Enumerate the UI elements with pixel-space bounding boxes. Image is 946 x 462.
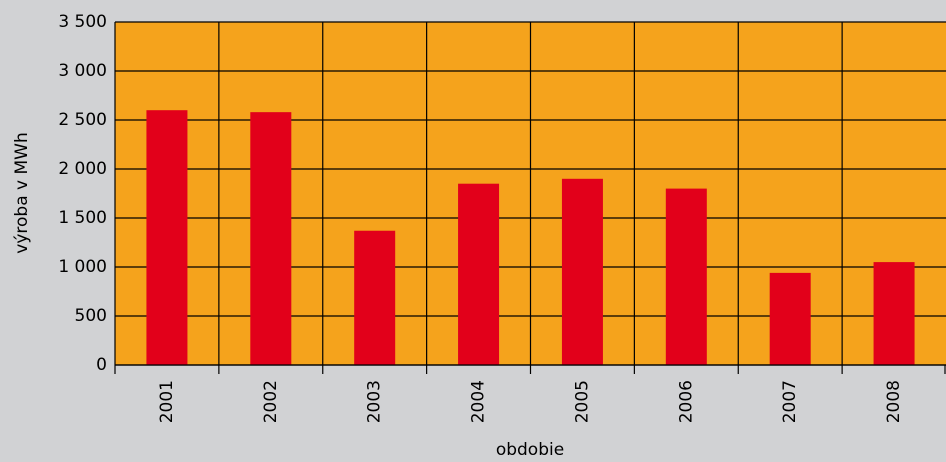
y-tick-label: 2 000 [58,159,107,179]
y-tick-label: 2 500 [58,110,107,130]
bar [873,262,915,365]
bar [769,272,811,365]
y-axis-title: výroba v MWh [12,132,32,253]
bar [250,112,292,365]
bar [146,110,188,365]
y-tick-label: 1 500 [58,208,107,228]
x-tick-label: 2007 [780,380,800,423]
x-tick-label: 2006 [676,380,696,423]
y-tick-label: 3 500 [58,12,107,32]
bar [561,178,603,365]
y-tick-label: 1 000 [58,257,107,277]
x-tick-label: 2003 [365,380,385,423]
bar [665,188,707,365]
x-axis-title: obdobie [496,440,564,460]
x-tick-label: 2001 [157,380,177,423]
x-tick-label: 2005 [572,380,592,423]
bar [458,183,500,365]
y-tick-label: 500 [75,306,107,326]
bar [354,230,396,365]
y-tick-label: 0 [96,355,107,375]
x-tick-label: 2002 [261,380,281,423]
x-tick-label: 2004 [469,380,489,423]
x-tick-label: 2008 [884,380,904,423]
y-tick-label: 3 000 [58,61,107,81]
